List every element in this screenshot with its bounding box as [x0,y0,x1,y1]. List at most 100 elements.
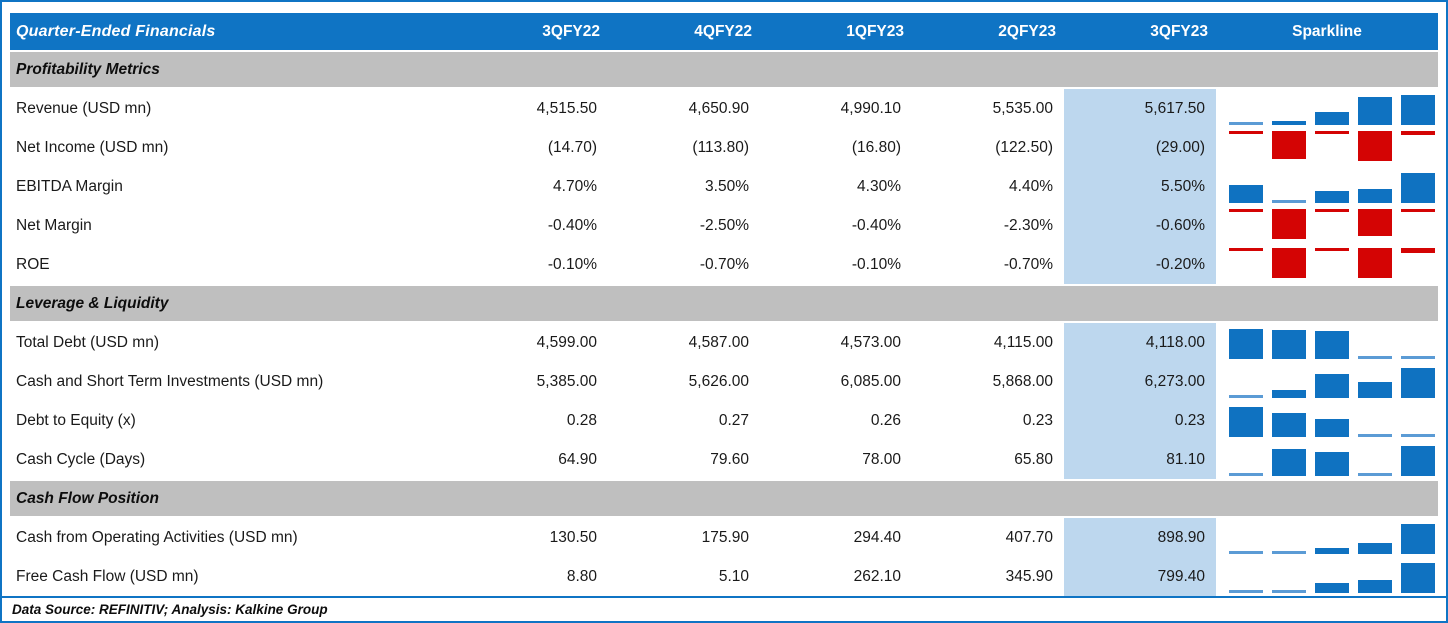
value-cell: 175.90 [701,528,749,546]
table-body: Profitability Metrics Revenue (USD mn) 4,5… [10,50,1438,596]
table-content: Quarter-Ended Financials 3QFY22 4QFY22 1QF… [2,2,1446,596]
value-cell: 5,385.00 [536,372,597,390]
table-row: Debt to Equity (x) 0.28 0.27 0.26 0.23 0.23 [10,401,1438,440]
value-cell: -2.30% [1003,216,1053,234]
sparkline-bar [1401,434,1435,437]
row-label: Net Income (USD mn) [16,138,169,156]
sparkline [1216,206,1438,245]
value-cell: 4,515.50 [536,99,597,117]
sparkline-bar [1272,590,1306,593]
value-cell: 0.26 [870,411,901,429]
value-cell: 4,650.90 [688,99,749,117]
sparkline-bar [1272,551,1306,554]
value-cell: 294.40 [853,528,901,546]
sparkline-bar [1401,95,1435,125]
sparkline-bar [1315,248,1349,251]
value-cell: -0.40% [851,216,901,234]
sparkline-bar [1401,368,1435,398]
value-cell: 262.10 [853,567,901,585]
sparkline-bar [1315,548,1349,554]
sparkline-bar [1401,209,1435,212]
value-cell: 0.28 [566,411,597,429]
value-cell: 5,535.00 [992,99,1053,117]
column-header-0: 3QFY22 [542,22,600,40]
sparkline-bar [1229,395,1263,398]
value-cell: 4,118.00 [1064,323,1216,362]
table-row: Cash Cycle (Days) 64.90 79.60 78.00 65.80 81.… [10,440,1438,479]
row-label: Cash from Operating Activities (USD mn) [16,528,298,546]
sparkline-bar [1229,185,1263,203]
sparkline-bar [1229,122,1263,125]
sparkline [1216,167,1438,206]
table-row: Revenue (USD mn) 4,515.50 4,650.90 4,990.10… [10,89,1438,128]
sparkline-bar [1358,382,1392,398]
value-cell: 6,273.00 [1064,362,1216,401]
value-cell: 407.70 [1005,528,1053,546]
sparkline-bar [1315,583,1349,593]
row-label: Cash and Short Term Investments (USD mn) [16,372,324,390]
value-cell: 5.10 [718,567,749,585]
sparkline-bar [1272,131,1306,159]
value-cell: 0.23 [1064,401,1216,440]
value-cell: 4,599.00 [536,333,597,351]
table-row: Cash from Operating Activities (USD mn) 1… [10,518,1438,557]
value-cell: 130.50 [549,528,597,546]
sparkline-bar [1229,590,1263,593]
sparkline-bar [1401,173,1435,203]
table-title: Quarter-Ended Financials [16,22,216,40]
sparkline-column-header: Sparkline [1292,22,1362,40]
sparkline-bar [1315,374,1349,398]
value-cell: (113.80) [692,138,749,156]
value-cell: 5,868.00 [992,372,1053,390]
value-cell: 898.90 [1064,518,1216,557]
sparkline-bar [1358,189,1392,203]
sparkline-bar [1401,248,1435,253]
sparkline [1216,89,1438,128]
table-row: Total Debt (USD mn) 4,599.00 4,587.00 4,573… [10,323,1438,362]
value-cell: 64.90 [558,450,597,468]
sparkline-bar [1401,446,1435,476]
sparkline-bar [1358,131,1392,161]
sparkline-bar [1229,248,1263,251]
value-cell: 3.50% [705,177,749,195]
column-header-4: 3QFY23 [1150,22,1208,40]
row-label: Total Debt (USD mn) [16,333,159,351]
value-cell: 4,990.10 [840,99,901,117]
value-cell: 6,085.00 [840,372,901,390]
section-header: Profitability Metrics [10,52,1438,87]
row-label: Net Margin [16,216,92,234]
sparkline-bar [1272,121,1306,125]
value-cell: -0.20% [1064,245,1216,284]
sparkline-bar [1272,200,1306,203]
value-cell: -0.10% [547,255,597,273]
value-cell: 0.27 [718,411,749,429]
sparkline-bar [1272,390,1306,398]
value-cell: 65.80 [1014,450,1053,468]
value-cell: (14.70) [547,138,597,156]
table-row: Cash and Short Term Investments (USD mn)… [10,362,1438,401]
sparkline-bar [1358,97,1392,125]
value-cell: 79.60 [710,450,749,468]
column-header-3: 2QFY23 [998,22,1056,40]
table-row: Net Income (USD mn) (14.70) (113.80) (16.80… [10,128,1438,167]
sparkline-bar [1315,209,1349,212]
sparkline-bar [1315,331,1349,359]
sparkline [1216,440,1438,479]
column-header-1: 4QFY22 [694,22,752,40]
sparkline-bar [1272,248,1306,278]
sparkline-bar [1315,191,1349,203]
value-cell: -0.40% [547,216,597,234]
sparkline-bar [1229,407,1263,437]
sparkline-bar [1358,543,1392,554]
sparkline-bar [1315,112,1349,125]
sparkline-bar [1315,452,1349,476]
row-label: Free Cash Flow (USD mn) [16,567,199,585]
data-source-note: Data Source: REFINITIV; Analysis: Kalkin… [2,596,1446,621]
row-label: Cash Cycle (Days) [16,450,146,468]
row-label: Debt to Equity (x) [16,411,136,429]
sparkline-bar [1272,449,1306,476]
value-cell: 78.00 [862,450,901,468]
value-cell: 5.50% [1064,167,1216,206]
sparkline-bar [1358,473,1392,476]
sparkline [1216,323,1438,362]
